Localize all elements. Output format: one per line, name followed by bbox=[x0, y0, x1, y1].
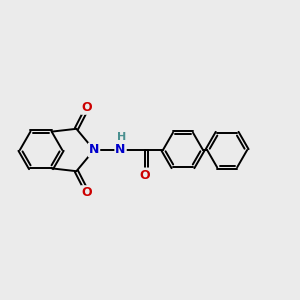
Text: H: H bbox=[117, 132, 127, 142]
Text: O: O bbox=[81, 186, 92, 199]
Text: N: N bbox=[116, 143, 126, 157]
Text: O: O bbox=[81, 101, 92, 114]
Text: O: O bbox=[140, 169, 150, 182]
Text: N: N bbox=[89, 143, 99, 157]
